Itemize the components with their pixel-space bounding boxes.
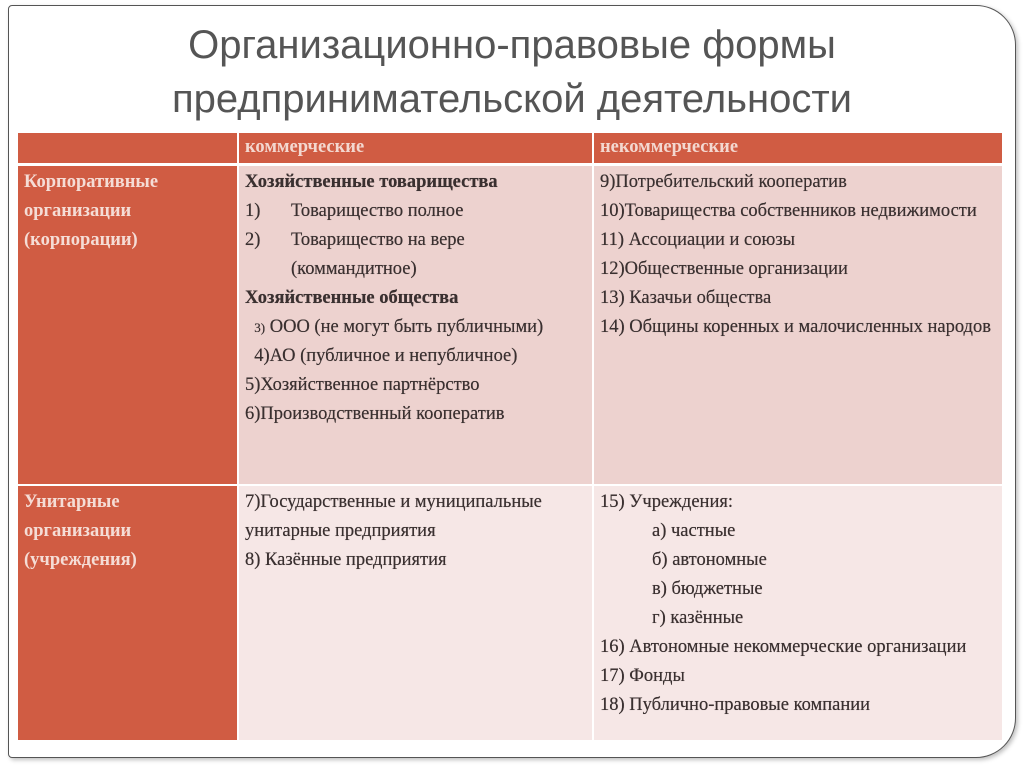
row-label: Унитарные организации (учреждения) [18, 486, 237, 740]
list-item: 6)Производственный кооператив [245, 404, 505, 424]
noncommercial-cell: 9)Потребительский кооператив 10)Товарище… [594, 166, 1002, 484]
list-item: 18) Публично-правовые компании [600, 695, 871, 715]
label-line: организации [24, 521, 132, 541]
label-line: Корпоративные [24, 172, 159, 192]
list-item: 2) Товарищество на вере (коммандитное) [245, 226, 586, 284]
item-text: Товарищество полное [291, 201, 464, 221]
sub-item: б) автономные [652, 550, 767, 570]
sub-item: в) бюджетные [652, 579, 763, 599]
list-item: 14) Общины коренных и малочисленных наро… [600, 317, 991, 337]
list-item: 3) ООО (не могут быть публичными) [245, 313, 586, 342]
noncommercial-cell: 15) Учреждения: а) частные б) автономные… [594, 486, 1002, 740]
table-header-row: коммерческие некоммерческие [18, 133, 1002, 163]
label-line: (корпорации) [24, 230, 138, 250]
label-line: организации [24, 201, 132, 221]
sub-item: а) частные [652, 521, 736, 541]
list-item: 11) Ассоциации и союзы [600, 230, 796, 250]
list-item: 16) Автономные некоммерческие организаци… [600, 637, 967, 657]
item-number: 2) [245, 230, 261, 250]
list-item: 8) Казённые предприятия [245, 550, 447, 570]
section-heading: Хозяйственные общества [245, 288, 459, 308]
title-line-1: Организационно-правовые формы [188, 23, 836, 67]
list-item: 17) Фонды [600, 666, 685, 686]
list-item: 4)АО (публичное и непубличное) [245, 342, 586, 371]
slide-title: Организационно-правовые формы предприним… [0, 18, 1024, 126]
header-noncommercial: некоммерческие [594, 133, 1002, 163]
item-text: Товарищество на вере (коммандитное) [291, 230, 465, 279]
list-item: 9)Потребительский кооператив [600, 172, 847, 192]
item-number: 3) [254, 320, 266, 335]
list-item: 13) Казачьи общества [600, 288, 772, 308]
label-line: Унитарные [24, 492, 120, 512]
title-line-2: предпринимательской деятельности [172, 77, 852, 121]
header-commercial: коммерческие [239, 133, 592, 163]
item-text: ООО (не могут быть публичными) [269, 317, 544, 337]
commercial-cell: 7)Государственные и муниципальные унитар… [239, 486, 592, 740]
row-label: Корпоративные организации (корпорации) [18, 166, 237, 484]
label-line: (учреждения) [24, 550, 137, 570]
header-empty [18, 133, 237, 163]
list-item: 10)Товарищества собственников недвижимос… [600, 201, 977, 221]
table-row-unitary: Унитарные организации (учреждения) 7)Гос… [18, 486, 1002, 740]
sub-item: г) казённые [652, 608, 744, 628]
commercial-cell: Хозяйственные товарищества 1) Товариществ… [239, 166, 592, 484]
list-item: 12)Общественные организации [600, 259, 848, 279]
section-heading: Хозяйственные товарищества [245, 172, 498, 192]
list-item: 7)Государственные и муниципальные унитар… [245, 492, 542, 541]
item-text: 4)АО (публичное и непубличное) [254, 346, 518, 366]
list-item: 5)Хозяйственное партнёрство [245, 375, 480, 395]
legal-forms-table: коммерческие некоммерческие Корпоративны… [18, 133, 1002, 740]
table-row-corporate: Корпоративные организации (корпорации) Х… [18, 166, 1002, 484]
list-item: 1) Товарищество полное [245, 197, 586, 226]
list-item: 15) Учреждения: [600, 492, 734, 512]
item-number: 1) [245, 201, 261, 221]
